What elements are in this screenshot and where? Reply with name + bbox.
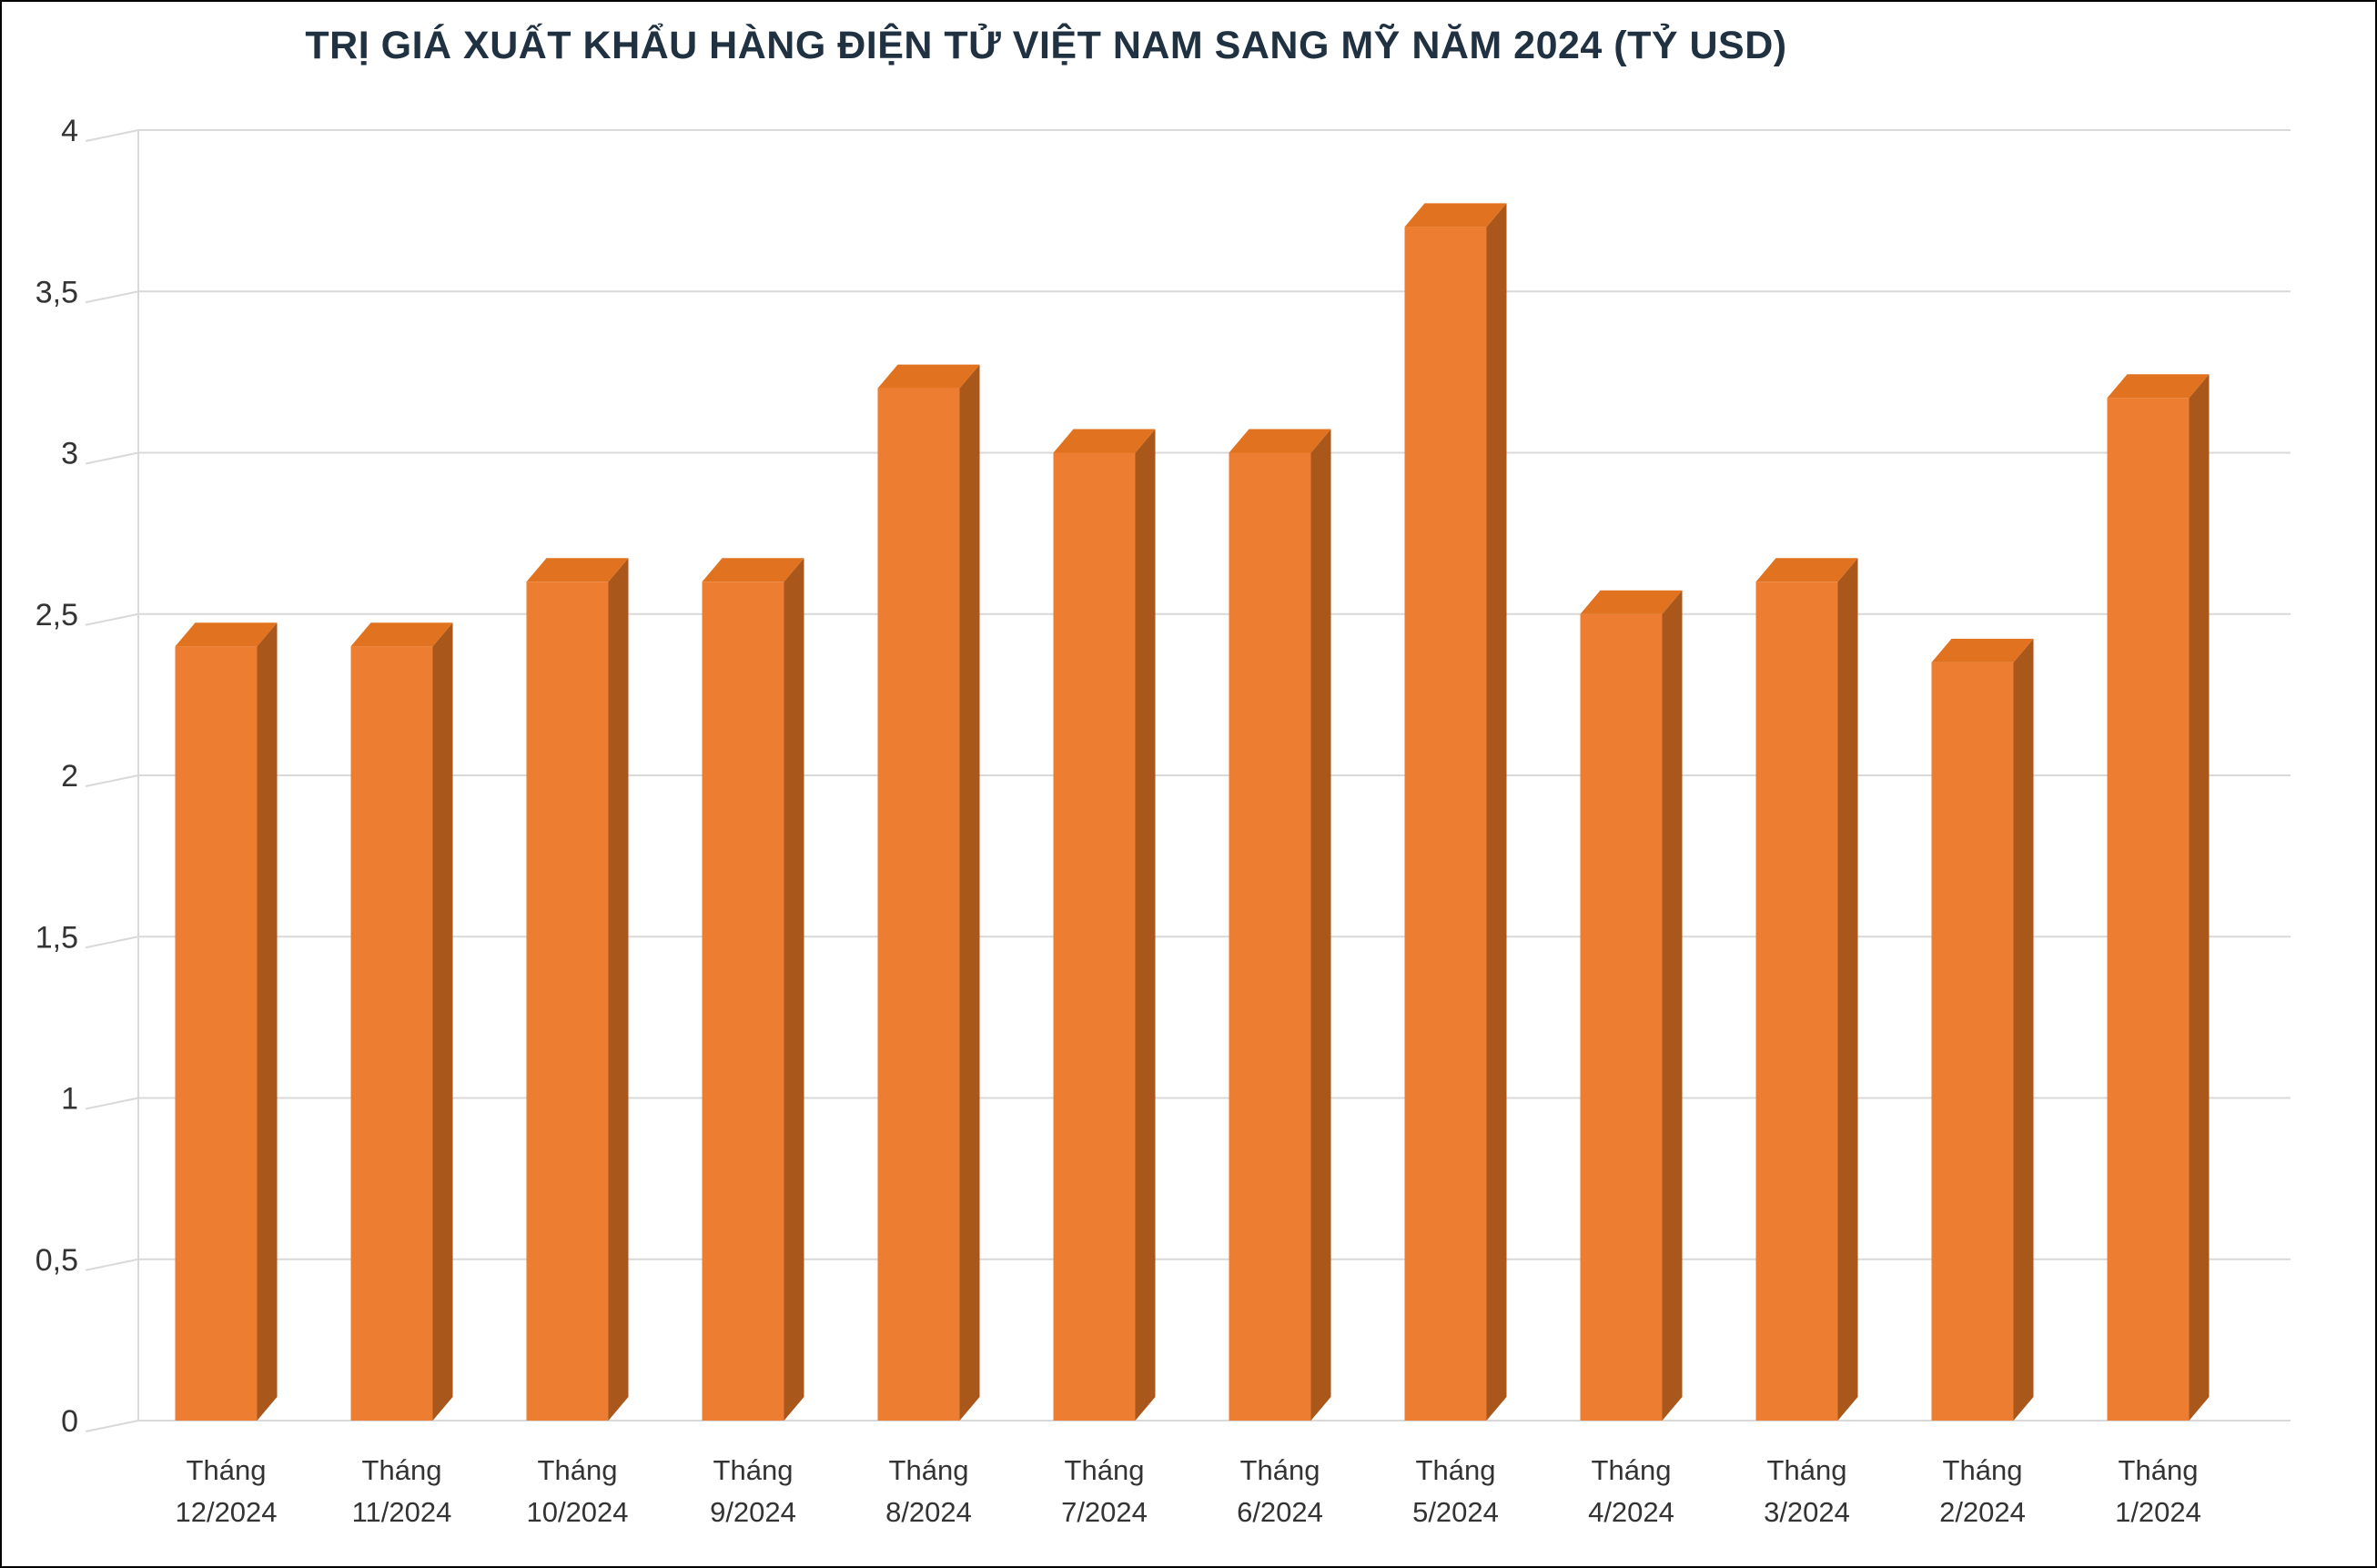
gridline xyxy=(85,451,2291,465)
x-tick-label-line2: 2/2024 xyxy=(1939,1496,2026,1528)
y-tick-label: 0,5 xyxy=(35,1243,78,1278)
x-tick-label-line2: 7/2024 xyxy=(1061,1496,1148,1528)
bar-front-face xyxy=(2107,398,2190,1421)
bar-top-face xyxy=(2107,374,2210,399)
x-tick-label-line1: Tháng xyxy=(187,1454,267,1486)
bar-top-face xyxy=(526,558,629,582)
bar-thang-11-2024 xyxy=(350,622,453,1421)
x-tick-label-line1: Tháng xyxy=(713,1454,794,1486)
x-tick-label-line1: Tháng xyxy=(1592,1454,1672,1486)
y-tick-label: 1,5 xyxy=(35,920,78,955)
x-tick-label-line2: 9/2024 xyxy=(710,1496,796,1528)
y-tick-label: 0 xyxy=(61,1404,78,1439)
x-tick-label-line1: Tháng xyxy=(2119,1454,2199,1486)
bar-side-face xyxy=(1310,429,1331,1421)
gridline xyxy=(85,1420,2291,1432)
y-tick-label: 1 xyxy=(61,1082,78,1117)
bar-side-face xyxy=(2013,638,2034,1421)
bar-thang-9-2024 xyxy=(702,558,804,1421)
bar-front-face xyxy=(1931,662,2014,1421)
bar-thang-5-2024 xyxy=(1404,203,1507,1421)
bar-side-face xyxy=(1486,203,1507,1421)
x-tick-label-line1: Tháng xyxy=(362,1454,442,1486)
y-tick-label: 3,5 xyxy=(35,275,78,309)
bar-front-face xyxy=(1580,613,1663,1421)
bar-thang-12-2024 xyxy=(175,622,278,1421)
bar-side-face xyxy=(608,558,629,1421)
bar-top-face xyxy=(1229,429,1331,453)
x-tick-label-line1: Tháng xyxy=(1943,1454,2023,1486)
x-tick-label-line2: 5/2024 xyxy=(1412,1496,1499,1528)
x-tick-label-line1: Tháng xyxy=(538,1454,618,1486)
bar-thang-3-2024 xyxy=(1755,558,1858,1421)
bar-thang-1-2024 xyxy=(2107,374,2210,1421)
y-tick-label: 4 xyxy=(61,114,78,148)
bar-top-face xyxy=(1931,638,2034,663)
bar-top-face xyxy=(1755,558,1858,582)
bar-side-face xyxy=(2189,374,2210,1421)
bar-side-face xyxy=(257,622,278,1421)
bar-thang-2-2024 xyxy=(1931,638,2034,1421)
x-tick-label-line2: 1/2024 xyxy=(2115,1496,2201,1528)
x-tick-label-line1: Tháng xyxy=(1065,1454,1145,1486)
bar-top-face xyxy=(1580,590,1683,614)
y-tick-label: 3 xyxy=(61,437,78,471)
bar-top-face xyxy=(1053,429,1156,453)
x-tick-label-line2: 3/2024 xyxy=(1764,1496,1850,1528)
gridline xyxy=(85,129,2291,142)
chart-title: TRỊ GIÁ XUẤT KHẨU HÀNG ĐIỆN TỬ VIỆT NAM … xyxy=(305,24,1787,67)
bar-front-face xyxy=(526,582,609,1421)
bar-side-face xyxy=(784,558,804,1421)
y-tick-label: 2,5 xyxy=(35,598,78,632)
bar-thang-7-2024 xyxy=(1053,429,1156,1421)
bar-side-face xyxy=(959,364,980,1421)
x-tick-label-line1: Tháng xyxy=(889,1454,969,1486)
x-tick-label-line2: 6/2024 xyxy=(1237,1496,1323,1528)
bar-side-face xyxy=(432,622,453,1421)
x-tick-label-line1: Tháng xyxy=(1416,1454,1496,1486)
x-tick-label-line2: 4/2024 xyxy=(1588,1496,1674,1528)
y-tick-label: 2 xyxy=(61,759,78,794)
bar-thang-4-2024 xyxy=(1580,590,1683,1421)
bar-top-face xyxy=(350,622,453,647)
x-tick-label-line2: 11/2024 xyxy=(352,1496,452,1528)
x-tick-label-line2: 8/2024 xyxy=(885,1496,972,1528)
bar-front-face xyxy=(1229,452,1311,1421)
bar-front-face xyxy=(1755,582,1838,1421)
bar-side-face xyxy=(1662,590,1683,1421)
bar-front-face xyxy=(350,646,433,1421)
bar-front-face xyxy=(877,388,960,1421)
bar-front-face xyxy=(702,582,784,1421)
bar-top-face xyxy=(175,622,278,647)
bar-front-face xyxy=(1404,227,1487,1421)
bar-side-face xyxy=(1837,558,1858,1421)
bar-top-face xyxy=(702,558,804,582)
gridline xyxy=(85,290,2291,304)
x-tick-label-line1: Tháng xyxy=(1240,1454,1320,1486)
bar-side-face xyxy=(1135,429,1156,1421)
x-tick-label-line2: 10/2024 xyxy=(526,1496,628,1528)
bar-thang-6-2024 xyxy=(1229,429,1331,1421)
bar-front-face xyxy=(175,646,258,1421)
bar-thang-10-2024 xyxy=(526,558,629,1421)
x-tick-label-line1: Tháng xyxy=(1767,1454,1847,1486)
bar-top-face xyxy=(877,364,980,389)
bar-top-face xyxy=(1404,203,1507,228)
x-tick-label-line2: 12/2024 xyxy=(175,1496,277,1528)
bar-thang-8-2024 xyxy=(877,364,980,1421)
bar-front-face xyxy=(1053,452,1136,1421)
